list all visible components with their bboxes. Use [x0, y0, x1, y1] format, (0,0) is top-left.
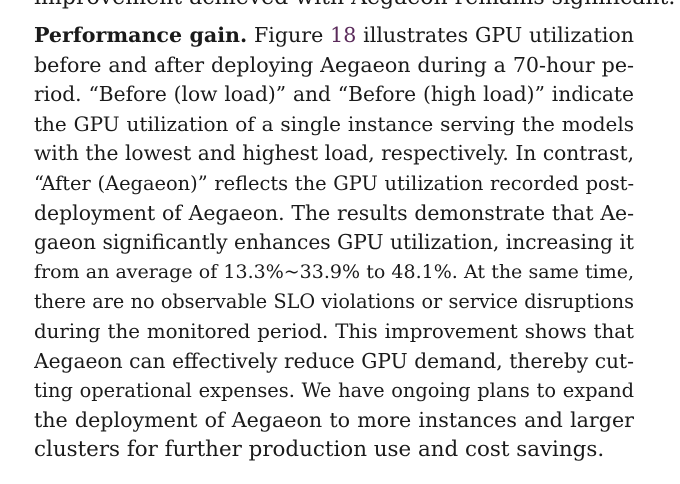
paragraph-line-10: there are no observable SLO violations o… [34, 290, 634, 314]
run-in-heading: Performance gain. [34, 23, 248, 47]
figure-reference-link[interactable]: 18 [330, 23, 357, 47]
paragraph-line-14: the deployment of Aegaeon to more instan… [34, 407, 634, 432]
paragraph-line-15: clusters for further production use and … [34, 437, 605, 463]
paragraph-line-3: riod. “Before (low load)” and “Before (h… [34, 82, 634, 107]
paragraph-line-13: ting operational expenses. We have ongoi… [34, 379, 634, 403]
performance-gain-paragraph: Performance gain. Figure 18 illustrates … [34, 21, 634, 465]
previous-paragraph-tail: improvement achieved with Aegaeon remain… [34, 0, 675, 13]
paragraph-line-9: from an average of 13.3%~33.9% to 48.1%.… [34, 260, 634, 283]
paragraph-line-2: before and after deploying Aegaeon durin… [34, 52, 634, 77]
line-1-before-ref: Figure [247, 23, 331, 47]
paragraph-line-11: during the monitored period. This improv… [34, 319, 634, 343]
paragraph-line-12: Aegaeon can effectively reduce GPU deman… [34, 348, 634, 373]
paragraph-line-1: Performance gain. Figure 18 illustrates … [34, 21, 634, 51]
line-1-after-ref: illustrates GPU utilization [356, 23, 634, 47]
paragraph-line-4: the GPU utilization of a single instance… [34, 111, 634, 136]
paragraph-line-8: gaeon significantly enhances GPU utiliza… [34, 230, 634, 255]
paragraph-line-6: “After (Aegaeon)” reflects the GPU utili… [34, 171, 634, 195]
paragraph-line-5: with the lowest and highest load, respec… [34, 141, 634, 166]
paragraph-line-7: deployment of Aegaeon. The results demon… [34, 200, 634, 225]
